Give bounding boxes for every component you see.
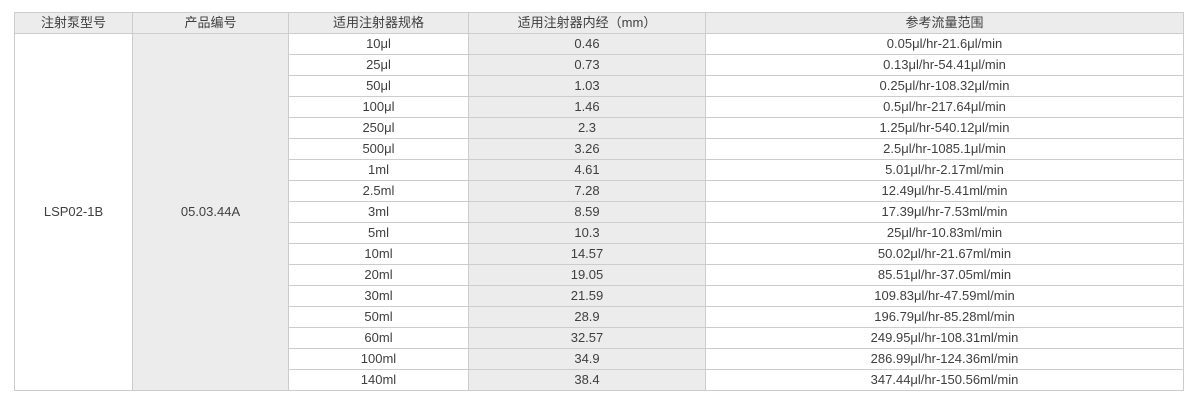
col-header-product-code: 产品编号 — [132, 12, 289, 34]
col-header-syringe-diameter: 适用注射器内经（mm） — [468, 12, 706, 34]
syringe-spec-cell: 30ml — [288, 285, 469, 307]
syringe-spec-cell: 500μl — [288, 138, 469, 160]
flow-range-cell: 0.05μl/hr-21.6μl/min — [705, 33, 1184, 55]
syringe-spec-cell: 100ml — [288, 348, 469, 370]
syringe-spec-cell: 60ml — [288, 327, 469, 349]
flow-range-cell: 12.49μl/hr-5.41ml/min — [705, 180, 1184, 202]
product-code-cell: 05.03.44A — [132, 33, 289, 391]
syringe-diameter-cell: 14.57 — [468, 243, 706, 265]
syringe-diameter-cell: 34.9 — [468, 348, 706, 370]
table-row: 50ml 28.9 196.79μl/hr-85.28ml/min — [15, 306, 1184, 328]
flow-range-cell: 25μl/hr-10.83ml/min — [705, 222, 1184, 244]
syringe-diameter-cell: 21.59 — [468, 285, 706, 307]
syringe-diameter-cell: 19.05 — [468, 264, 706, 286]
flow-range-cell: 85.51μl/hr-37.05ml/min — [705, 264, 1184, 286]
table-row: LSP02-1B 05.03.44A 10μl 0.46 0.05μl/hr-21.6μ… — [14, 33, 1184, 391]
header-row: 注射泵型号 产品编号 适用注射器规格 适用注射器内经（mm） 参考流量范围 — [14, 12, 1184, 34]
table-row: 3ml 8.59 17.39μl/hr-7.53ml/min — [15, 201, 1184, 223]
table-row: 20ml 19.05 85.51μl/hr-37.05ml/min — [15, 264, 1184, 286]
syringe-diameter-cell: 0.46 — [468, 33, 706, 55]
table-row: 1ml 4.61 5.01μl/hr-2.17ml/min — [15, 159, 1184, 181]
syringe-spec-cell: 250μl — [288, 117, 469, 139]
flow-range-cell: 196.79μl/hr-85.28ml/min — [705, 306, 1184, 328]
col-header-pump-model: 注射泵型号 — [14, 12, 133, 34]
syringe-spec-cell: 2.5ml — [288, 180, 469, 202]
syringe-diameter-cell: 38.4 — [468, 369, 706, 391]
syringe-spec-cell: 3ml — [288, 201, 469, 223]
syringe-spec-cell: 10μl — [288, 33, 469, 55]
flow-range-cell: 0.13μl/hr-54.41μl/min — [705, 54, 1184, 76]
syringe-diameter-cell: 1.46 — [468, 96, 706, 118]
table-row: 25μl 0.73 0.13μl/hr-54.41μl/min — [15, 54, 1184, 76]
pump-model-cell: LSP02-1B — [14, 33, 133, 391]
syringe-diameter-cell: 8.59 — [468, 201, 706, 223]
syringe-spec-cell: 50μl — [288, 75, 469, 97]
col-header-syringe-spec: 适用注射器规格 — [288, 12, 469, 34]
flow-range-cell: 109.83μl/hr-47.59ml/min — [705, 285, 1184, 307]
syringe-spec-cell: 10ml — [288, 243, 469, 265]
syringe-diameter-cell: 3.26 — [468, 138, 706, 160]
syringe-spec-cell: 5ml — [288, 222, 469, 244]
syringe-spec-cell: 100μl — [288, 96, 469, 118]
table-row: 100μl 1.46 0.5μl/hr-217.64μl/min — [15, 96, 1184, 118]
flow-range-cell: 0.25μl/hr-108.32μl/min — [705, 75, 1184, 97]
syringe-diameter-cell: 28.9 — [468, 306, 706, 328]
syringe-diameter-cell: 2.3 — [468, 117, 706, 139]
syringe-diameter-cell: 10.3 — [468, 222, 706, 244]
syringe-pump-spec-table: 注射泵型号 产品编号 适用注射器规格 适用注射器内经（mm） 参考流量范围 LS… — [14, 12, 1184, 391]
syringe-diameter-cell: 32.57 — [468, 327, 706, 349]
syringe-spec-cell: 50ml — [288, 306, 469, 328]
flow-range-cell: 347.44μl/hr-150.56ml/min — [705, 369, 1184, 391]
flow-range-cell: 0.5μl/hr-217.64μl/min — [705, 96, 1184, 118]
syringe-diameter-cell: 7.28 — [468, 180, 706, 202]
table-body: LSP02-1B 05.03.44A 10μl 0.46 0.05μl/hr-21.6μ… — [14, 33, 1184, 391]
syringe-diameter-cell: 1.03 — [468, 75, 706, 97]
syringe-diameter-cell: 0.73 — [468, 54, 706, 76]
table-row: 140ml 38.4 347.44μl/hr-150.56ml/min — [15, 369, 1184, 391]
flow-range-cell: 286.99μl/hr-124.36ml/min — [705, 348, 1184, 370]
syringe-spec-cell: 25μl — [288, 54, 469, 76]
flow-range-cell: 5.01μl/hr-2.17ml/min — [705, 159, 1184, 181]
col-header-flow-range: 参考流量范围 — [705, 12, 1184, 34]
table-row: 30ml 21.59 109.83μl/hr-47.59ml/min — [15, 285, 1184, 307]
flow-range-cell: 17.39μl/hr-7.53ml/min — [705, 201, 1184, 223]
syringe-spec-cell: 140ml — [288, 369, 469, 391]
table-row: 10ml 14.57 50.02μl/hr-21.67ml/min — [15, 243, 1184, 265]
flow-range-cell: 1.25μl/hr-540.12μl/min — [705, 117, 1184, 139]
syringe-spec-cell: 20ml — [288, 264, 469, 286]
syringe-spec-cell: 1ml — [288, 159, 469, 181]
flow-range-cell: 50.02μl/hr-21.67ml/min — [705, 243, 1184, 265]
table-row: 250μl 2.3 1.25μl/hr-540.12μl/min — [15, 117, 1184, 139]
flow-range-cell: 2.5μl/hr-1085.1μl/min — [705, 138, 1184, 160]
table-row: 100ml 34.9 286.99μl/hr-124.36ml/min — [15, 348, 1184, 370]
syringe-diameter-cell: 4.61 — [468, 159, 706, 181]
flow-range-cell: 249.95μl/hr-108.31ml/min — [705, 327, 1184, 349]
